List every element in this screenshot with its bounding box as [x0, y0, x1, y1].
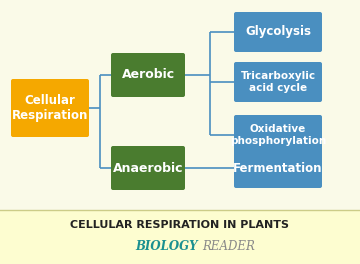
Text: Cellular
Respiration: Cellular Respiration: [12, 94, 88, 122]
Text: Tricarboxylic
acid cycle: Tricarboxylic acid cycle: [240, 71, 316, 93]
Text: Anaerobic: Anaerobic: [113, 162, 183, 175]
FancyBboxPatch shape: [234, 148, 322, 188]
FancyBboxPatch shape: [234, 12, 322, 52]
FancyBboxPatch shape: [0, 210, 360, 264]
FancyBboxPatch shape: [11, 79, 89, 137]
FancyBboxPatch shape: [234, 62, 322, 102]
Text: READER: READER: [202, 239, 255, 252]
Text: Fermentation: Fermentation: [233, 162, 323, 175]
Text: Oxidative
phosphorylation: Oxidative phosphorylation: [230, 124, 326, 146]
FancyBboxPatch shape: [111, 53, 185, 97]
FancyBboxPatch shape: [111, 146, 185, 190]
Text: Aerobic: Aerobic: [121, 68, 175, 82]
Text: CELLULAR RESPIRATION IN PLANTS: CELLULAR RESPIRATION IN PLANTS: [71, 220, 289, 230]
Text: Glycolysis: Glycolysis: [245, 26, 311, 39]
Text: BIOLOGY: BIOLOGY: [135, 239, 198, 252]
FancyBboxPatch shape: [234, 115, 322, 155]
